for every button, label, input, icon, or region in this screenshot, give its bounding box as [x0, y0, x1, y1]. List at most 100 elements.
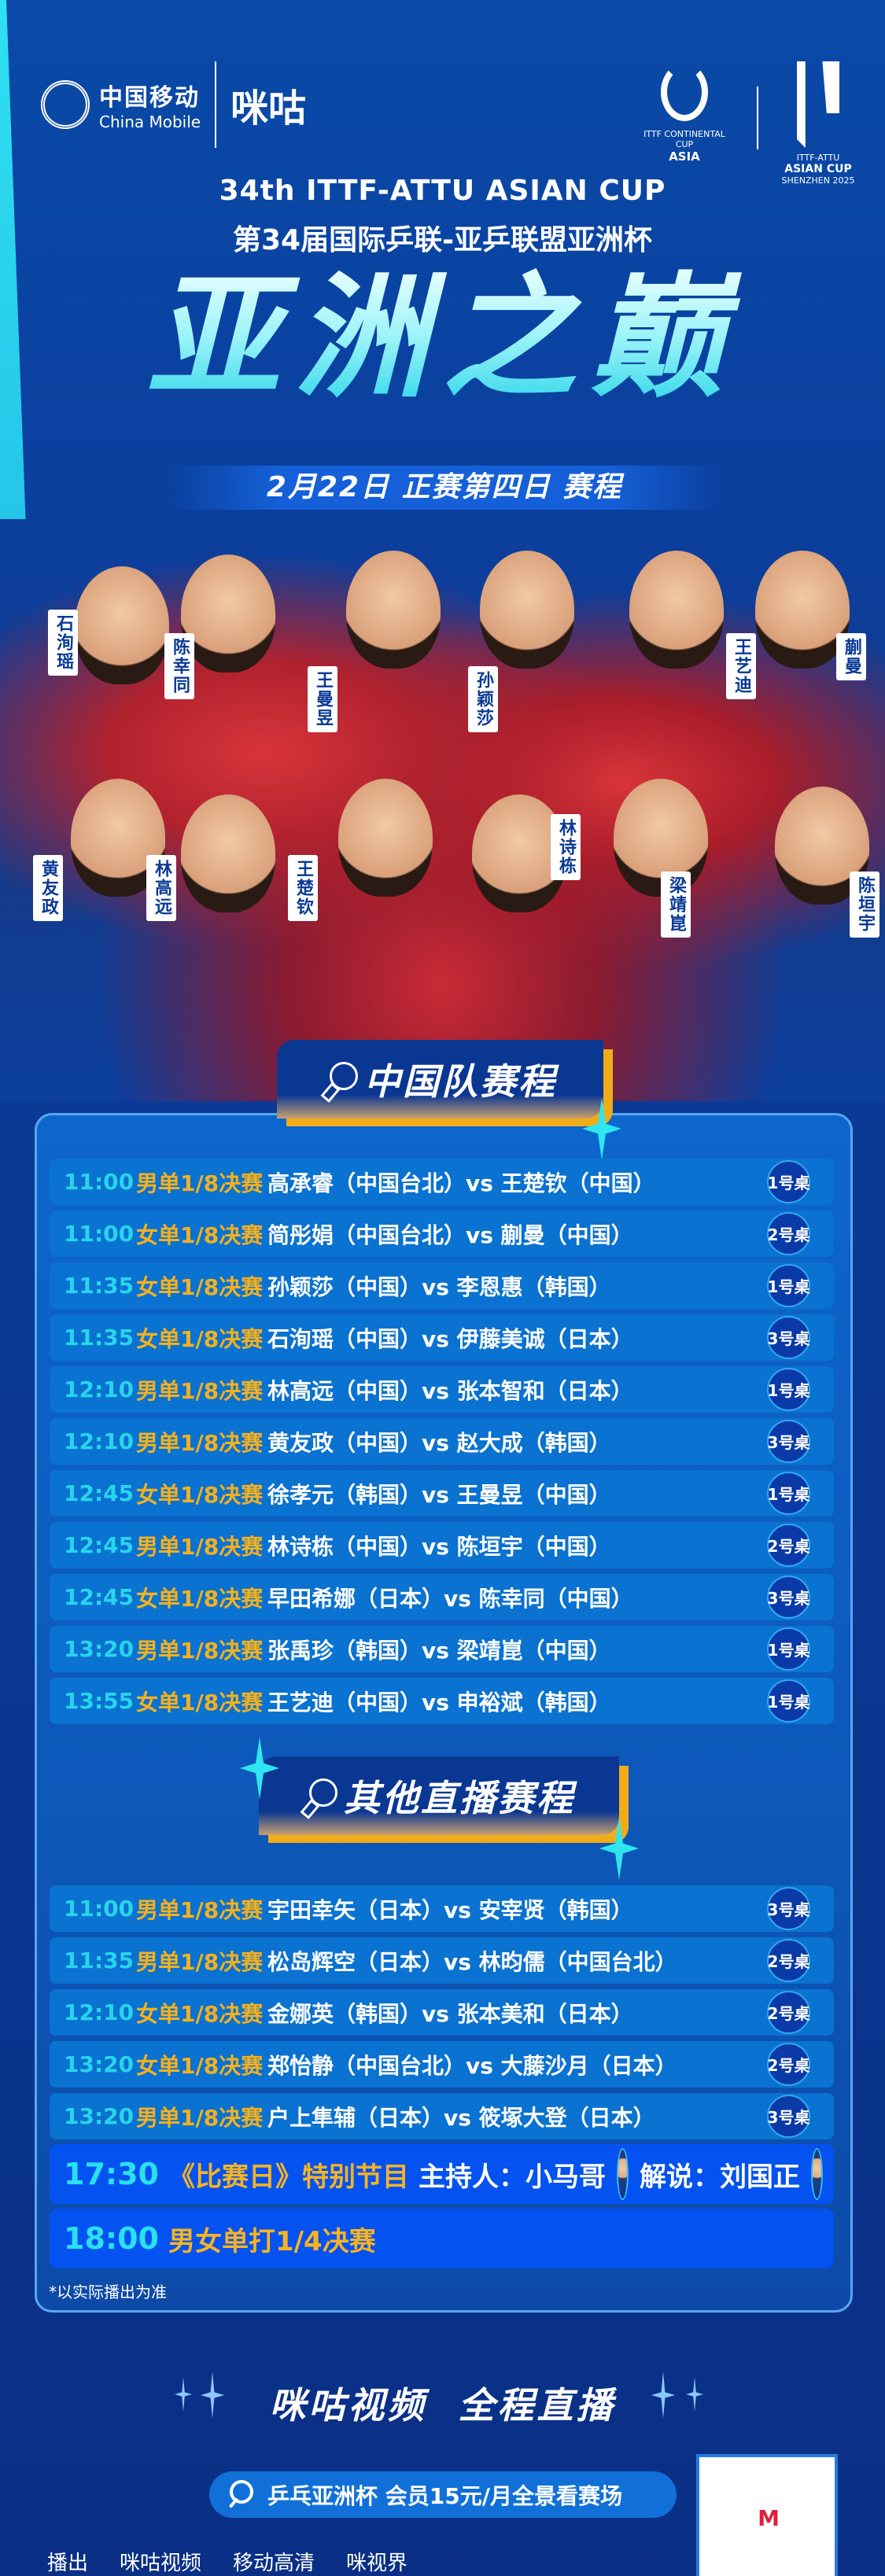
schedule-row: 13:20 男单1/8决赛 户上隼辅（日本）vs 筱塚大登（日本） 3号桌 — [50, 2093, 834, 2139]
platform-migu-video: 咪咕视频 — [120, 2552, 202, 2575]
schedule-row: 11:35 女单1/8决赛 石洵瑶（中国）vs 伊藤美诚（日本） 3号桌 — [50, 1314, 834, 1361]
player-name-tag: 石洵瑶 — [48, 610, 78, 676]
player-name-tag: 陈垣宇 — [850, 872, 879, 938]
schedule-row: 12:10 女单1/8决赛 金娜英（韩国）vs 张本美和（日本） 2号桌 — [50, 1989, 834, 2036]
table-badge: 1号桌 — [767, 1627, 810, 1671]
ittf-continental-cup-logo: ITTF CONTINENTAL CUP ASIA — [641, 63, 728, 164]
category: 女单1/8决赛 — [136, 2052, 264, 2079]
migu-m-logo-icon: M — [754, 2504, 783, 2533]
search-pill[interactable]: 乒乓亚洲杯 会员15元/月全景看赛场 — [209, 2471, 677, 2518]
category: 女单1/8决赛 — [136, 1481, 264, 1508]
table-badge: 1号桌 — [767, 1679, 810, 1723]
attu-line3: SHENZHEN 2025 — [781, 175, 855, 186]
category: 男单1/8决赛 — [136, 1896, 264, 1923]
category: 女单1/8决赛 — [136, 1689, 264, 1715]
player-figure — [629, 551, 724, 669]
divider — [757, 87, 758, 149]
player-figure — [755, 551, 850, 669]
match: 王艺迪（中国）vs 申裕斌（韩国） — [267, 1689, 611, 1715]
table-badge: 3号桌 — [767, 1887, 810, 1930]
match: 张禹珍（韩国）vs 梁靖崑（中国） — [267, 1637, 611, 1664]
time: 13:20 — [64, 2103, 135, 2129]
china-mobile-en: China Mobile — [99, 112, 201, 131]
footnote: *以实际播出为准 — [49, 2283, 167, 2301]
player-name-tag: 黄友政 — [33, 855, 63, 921]
time: 13:20 — [64, 1636, 135, 1662]
program: 《比赛日》特别节目 — [168, 2161, 409, 2193]
time: 11:35 — [64, 1325, 135, 1351]
cta-slogan: 咪咕视频 全程直播 — [0, 2377, 885, 2429]
player-figure — [346, 551, 441, 669]
player-name-tag: 王楚钦 — [288, 855, 318, 921]
schedule-row: 11:00 女单1/8决赛 简彤娟（中国台北）vs 蒯曼（中国） 2号桌 — [50, 1211, 834, 1257]
commentator-avatar — [810, 2148, 823, 2200]
players-photo: 石洵瑶 陈幸同 王曼昱 孙颖莎 王艺迪 蒯曼 黄友政 林高远 王楚钦 林诗栋 梁靖崑 陈垣宇 — [0, 519, 885, 1101]
section-title: 其他直播赛程 — [344, 1777, 575, 1819]
cta-part1: 咪咕视频 — [269, 2384, 427, 2427]
category: 女单1/8决赛 — [136, 1273, 264, 1300]
schedule-row: 11:00 男单1/8决赛 高承睿（中国台北）vs 王楚钦（中国） 1号桌 — [50, 1159, 834, 1205]
player-figure — [181, 555, 275, 673]
cta-part2: 全程直播 — [458, 2384, 616, 2427]
program: 男女单打1/4决赛 — [168, 2225, 376, 2257]
player-name-tag: 蒯曼 — [836, 633, 866, 680]
player-name-tag: 陈幸同 — [164, 633, 194, 699]
platform-mishijie: 咪视界 — [346, 2552, 408, 2575]
commentator-label: 解说：刘国正 — [639, 2161, 800, 2193]
broadcast-platforms: 播出 咪咕视频 移动高清 咪视界 — [47, 2547, 407, 2576]
time: 11:00 — [64, 1169, 135, 1195]
other-section-header: 其他直播赛程 — [259, 1756, 629, 1843]
table-badge: 2号桌 — [767, 1939, 810, 1982]
time: 12:10 — [64, 1999, 135, 2025]
section-title: 中国队赛程 — [364, 1060, 557, 1103]
player-name-tag: 梁靖崑 — [661, 872, 691, 938]
ittf-line2: ASIA — [669, 149, 700, 164]
table-badge: 1号桌 — [767, 1368, 810, 1411]
player-name-tag: 王曼昱 — [308, 666, 337, 732]
player-figure — [75, 566, 169, 684]
table-badge: 3号桌 — [767, 2095, 810, 2138]
schedule-row: 11:00 男单1/8决赛 宇田幸矢（日本）vs 安宰贤（韩国） 3号桌 — [50, 1885, 834, 1932]
time: 13:20 — [64, 2051, 135, 2077]
match: 宇田幸矢（日本）vs 安宰贤（韩国） — [267, 1896, 633, 1923]
match: 黄友政（中国）vs 赵大成（韩国） — [267, 1429, 611, 1456]
table-badge: 3号桌 — [767, 1420, 810, 1463]
asian-cup-logo: ITTF-ATTU ASIAN CUP SHENZHEN 2025 — [779, 61, 857, 186]
attu-line2: ASIAN CUP — [784, 163, 852, 175]
table-badge: 3号桌 — [767, 1575, 810, 1619]
match: 户上隼辅（日本）vs 筱塚大登（日本） — [267, 2104, 655, 2131]
match: 高承睿（中国台北）vs 王楚钦（中国） — [267, 1170, 655, 1196]
time: 11:35 — [64, 1948, 135, 1973]
time: 18:00 — [64, 2221, 159, 2256]
match: 早田希娜（日本）vs 陈幸同（中国） — [267, 1585, 633, 1612]
match: 郑怡静（中国台北）vs 大藤沙月（日本） — [267, 2052, 677, 2079]
time: 11:00 — [64, 1896, 135, 1922]
qr-code[interactable]: M — [696, 2454, 838, 2576]
schedule-row: 12:10 男单1/8决赛 黄友政（中国）vs 赵大成（韩国） 3号桌 — [50, 1418, 834, 1465]
category: 男单1/8决赛 — [136, 1377, 264, 1404]
category: 女单1/8决赛 — [136, 1222, 264, 1248]
player-figure — [480, 551, 574, 669]
match: 林诗栋（中国）vs 陈垣宇（中国） — [267, 1533, 611, 1560]
time: 12:10 — [64, 1428, 135, 1454]
player-name-tag: 林诗栋 — [551, 814, 581, 880]
title-en: 34th ITTF-ATTU ASIAN CUP — [219, 175, 666, 207]
schedule-row: 13:20 男单1/8决赛 张禹珍（韩国）vs 梁靖崑（中国） 1号桌 — [50, 1626, 834, 1672]
time: 12:45 — [64, 1532, 135, 1558]
category: 男单1/8决赛 — [136, 1533, 264, 1560]
china-mobile-zh: 中国移动 — [99, 84, 200, 112]
schedule-row: 11:35 女单1/8决赛 孙颖莎（中国）vs 李恩惠（韩国） 1号桌 — [50, 1262, 834, 1309]
table-badge: 1号桌 — [767, 1472, 810, 1515]
match: 林高远（中国）vs 张本智和（日本） — [267, 1377, 633, 1404]
title-zh: 第34届国际乒联-亚乒联盟亚洲杯 — [232, 224, 653, 256]
category: 男单1/8决赛 — [136, 1170, 264, 1196]
broadcast-label: 播出 — [47, 2552, 89, 2575]
main-title: 亚洲之巅 — [0, 267, 885, 409]
time: 12:10 — [64, 1376, 135, 1402]
player-figure — [181, 794, 275, 912]
ping-pong-paddle-icon — [323, 1062, 358, 1096]
match: 金娜英（韩国）vs 张本美和（日本） — [267, 2000, 633, 2027]
category: 女单1/8决赛 — [136, 1585, 264, 1612]
category: 女单1/8决赛 — [136, 2000, 264, 2027]
